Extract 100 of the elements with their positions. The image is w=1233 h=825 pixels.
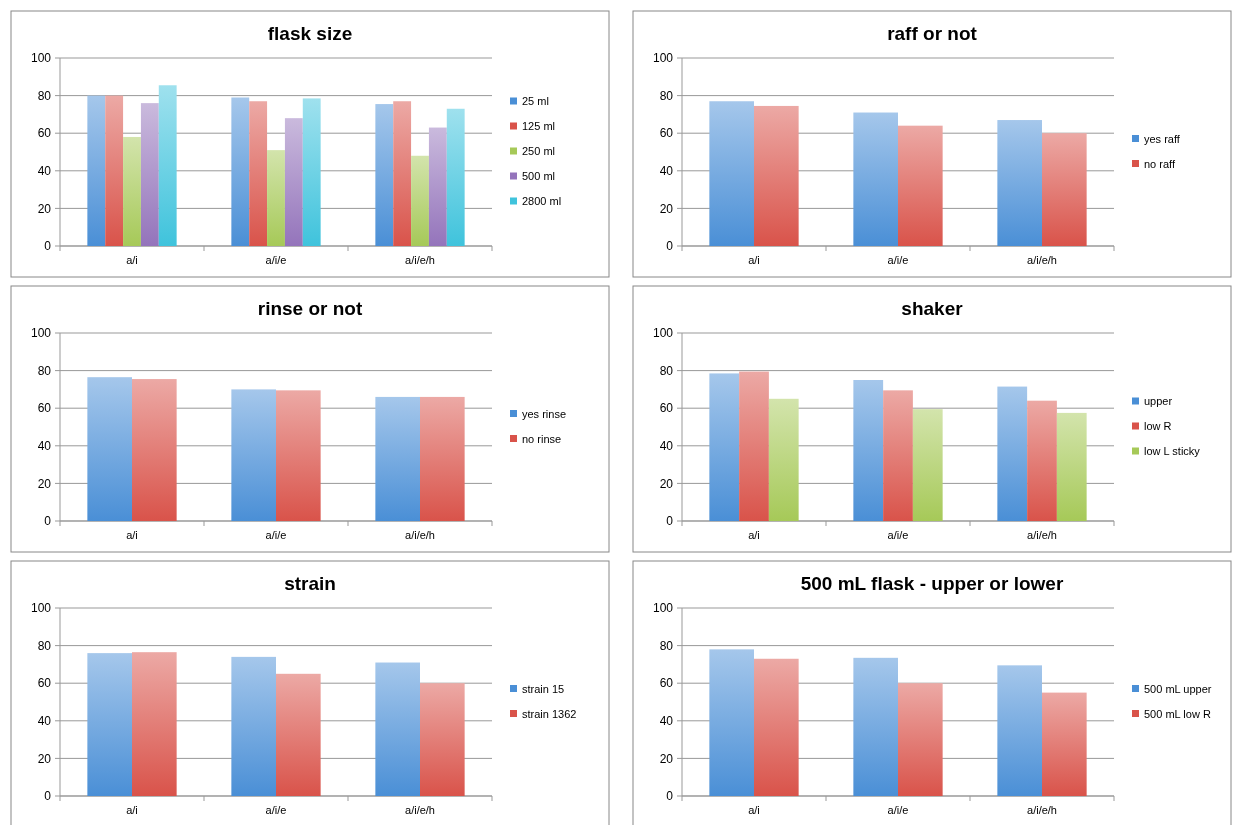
bar	[302, 98, 321, 246]
bar	[898, 125, 943, 246]
y-tick-label: 40	[37, 714, 52, 728]
legend-label: low L sticky	[1144, 445, 1201, 458]
bar	[446, 108, 465, 246]
y-tick-label: 0	[44, 789, 52, 804]
y-tick-label: 0	[44, 514, 52, 529]
bar	[709, 649, 754, 796]
chart-title: strain	[284, 573, 336, 594]
x-tick-label: a/i/e/h	[405, 254, 435, 266]
x-tick-label: a/i	[748, 254, 760, 266]
y-tick-label: 20	[37, 751, 52, 766]
bar	[1042, 133, 1087, 246]
y-tick-label: 60	[659, 401, 674, 416]
bar	[276, 390, 321, 521]
legend-label: strain 1362	[522, 707, 577, 720]
legend-label: no rinse	[522, 432, 562, 445]
y-tick-label: 40	[37, 164, 52, 178]
bar	[853, 380, 884, 521]
bar	[87, 95, 106, 246]
bar	[898, 683, 943, 796]
bar	[997, 386, 1028, 521]
bar	[411, 155, 429, 246]
legend-label: yes raff	[1144, 132, 1181, 145]
y-tick-label: 80	[37, 88, 52, 103]
bar	[140, 103, 159, 246]
x-tick-label: a/i/e/h	[1027, 529, 1057, 541]
bar	[276, 673, 321, 796]
bar	[375, 104, 394, 246]
y-tick-label: 0	[666, 514, 674, 529]
bar	[375, 662, 420, 796]
bar	[754, 658, 799, 796]
bar	[123, 136, 141, 246]
bar	[132, 379, 177, 521]
bar	[1027, 400, 1057, 521]
x-tick-label: a/i/e/h	[405, 804, 435, 816]
bar	[709, 101, 754, 246]
bar	[768, 398, 799, 521]
y-tick-label: 0	[44, 239, 52, 254]
bar	[249, 101, 268, 246]
bar	[87, 377, 132, 521]
y-tick-label: 100	[652, 601, 674, 616]
bar	[231, 97, 250, 246]
y-tick-label: 60	[37, 126, 52, 141]
legend-label: no raff	[1144, 157, 1176, 170]
y-tick-label: 20	[37, 201, 52, 216]
y-tick-label: 100	[30, 601, 52, 616]
chart-title: raff or not	[887, 23, 978, 44]
y-tick-label: 60	[659, 126, 674, 141]
legend-label: yes rinse	[522, 407, 567, 420]
chart-title: rinse or not	[257, 298, 363, 319]
bar	[1042, 692, 1087, 796]
x-tick-label: a/i/e	[265, 804, 287, 816]
y-tick-label: 20	[37, 476, 52, 491]
x-tick-label: a/i	[126, 254, 138, 266]
y-tick-label: 80	[659, 88, 674, 103]
bar	[853, 657, 898, 796]
y-tick-label: 40	[37, 439, 52, 453]
y-tick-label: 100	[30, 51, 52, 66]
x-tick-label: a/i/e	[265, 254, 287, 266]
legend-label: 500 mL low R	[1144, 707, 1211, 720]
y-tick-label: 40	[659, 714, 674, 728]
legend-label: 25 ml	[522, 95, 549, 108]
y-tick-label: 100	[30, 326, 52, 341]
y-tick-label: 80	[659, 363, 674, 378]
bar	[1056, 412, 1087, 521]
legend-label: 2800 ml	[522, 195, 562, 208]
y-tick-label: 80	[659, 638, 674, 653]
bar	[883, 390, 913, 521]
bar	[853, 112, 898, 246]
bar	[393, 101, 412, 246]
bar	[375, 396, 420, 521]
x-tick-label: a/i	[748, 804, 760, 816]
legend-label: 500 mL upper	[1144, 682, 1212, 695]
bar	[231, 656, 276, 796]
y-tick-label: 60	[659, 676, 674, 691]
y-tick-label: 100	[652, 51, 674, 66]
x-tick-label: a/i/e	[887, 529, 909, 541]
y-tick-label: 0	[666, 239, 674, 254]
legend-label: 125 ml	[522, 120, 556, 133]
y-tick-label: 100	[652, 326, 674, 341]
legend-label: 500 ml	[522, 170, 556, 183]
bar	[709, 373, 740, 521]
x-tick-label: a/i/e	[265, 529, 287, 541]
bar	[231, 389, 276, 521]
bar	[428, 127, 447, 246]
x-tick-label: a/i/e/h	[1027, 804, 1057, 816]
bar	[158, 85, 177, 246]
bar	[87, 653, 132, 796]
bar	[997, 120, 1042, 246]
bar	[912, 409, 943, 521]
x-tick-label: a/i/e/h	[405, 529, 435, 541]
bar	[754, 105, 799, 246]
legend-label: strain 15	[522, 682, 565, 695]
y-tick-label: 20	[659, 751, 674, 766]
x-tick-label: a/i	[126, 529, 138, 541]
y-tick-label: 60	[37, 401, 52, 416]
chart-title: shaker	[901, 298, 964, 319]
bar	[420, 396, 465, 521]
x-tick-label: a/i/e	[887, 804, 909, 816]
